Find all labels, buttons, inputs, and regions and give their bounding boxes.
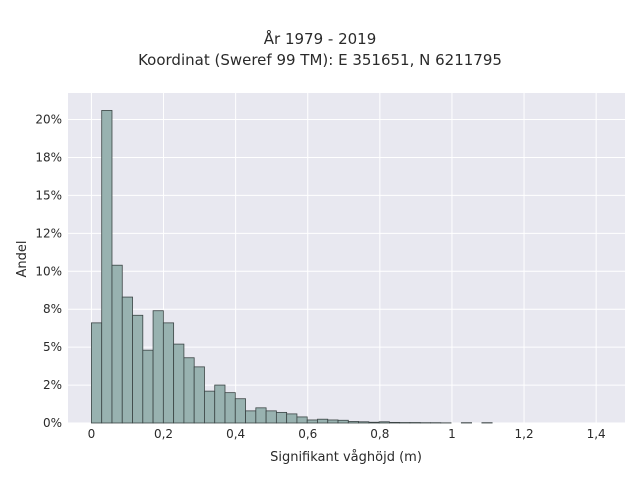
y-tick-label: 12%: [35, 226, 62, 240]
histogram-bar: [101, 110, 113, 424]
histogram-bar: [265, 410, 277, 424]
histogram-bar: [234, 398, 246, 424]
histogram-bar: [255, 407, 267, 424]
histogram-bar: [183, 357, 195, 424]
y-tick-label: 2%: [43, 378, 62, 392]
x-tick-label: 1,4: [587, 427, 606, 441]
x-tick-label: 1: [448, 427, 456, 441]
histogram-bar: [121, 296, 133, 424]
y-axis-label: Andel: [15, 241, 30, 278]
x-tick-label: 0,2: [154, 427, 173, 441]
chart-title: År 1979 - 2019: [263, 30, 377, 48]
x-tick-label: 0,6: [298, 427, 317, 441]
histogram-bar: [91, 322, 103, 424]
histogram-bar: [358, 421, 370, 424]
y-tick-label: 0%: [43, 416, 62, 430]
y-axis-ticks: 0% 2% 5% 8% 10% 12% 15% 18% 20%: [35, 113, 62, 430]
histogram-bar: [337, 419, 349, 424]
bars: [91, 110, 493, 424]
y-tick-label: 18%: [35, 150, 62, 164]
x-axis-label: Signifikant våghöjd (m): [270, 450, 422, 465]
histogram-bar: [389, 421, 401, 424]
histogram-bar: [193, 366, 205, 424]
grid: [68, 93, 625, 424]
x-axis-ticks: 0 0,2 0,4 0,6 0,8 1 1,2 1,4: [88, 427, 606, 441]
histogram-bar: [152, 310, 164, 424]
histogram-bar: [132, 314, 144, 424]
histogram-bar: [204, 390, 216, 424]
histogram-bar: [327, 419, 339, 424]
histogram-bar: [296, 416, 308, 424]
histogram-bar: [347, 421, 359, 424]
y-tick-label: 15%: [35, 188, 62, 202]
histogram-bar: [378, 421, 390, 424]
histogram-bar: [214, 384, 226, 424]
chart-subtitle: Koordinat (Sweref 99 TM): E 351651, N 62…: [138, 51, 502, 69]
histogram-bar: [142, 349, 154, 424]
histogram-bar: [317, 418, 329, 424]
y-tick-label: 20%: [35, 113, 62, 127]
histogram-bar: [275, 411, 288, 424]
histogram-bar: [111, 264, 123, 424]
histogram-bar: [162, 322, 175, 424]
histogram-bar: [245, 410, 257, 424]
histogram-bar: [368, 421, 380, 424]
x-tick-label: 1,2: [515, 427, 534, 441]
x-tick-label: 0,8: [370, 427, 389, 441]
histogram-bar: [173, 343, 185, 424]
histogram-bar: [224, 392, 236, 424]
y-tick-label: 5%: [43, 340, 62, 354]
x-tick-label: 0: [88, 427, 96, 441]
x-tick-label: 0,4: [226, 427, 245, 441]
y-tick-label: 10%: [35, 264, 62, 278]
histogram-bar: [286, 413, 298, 424]
y-tick-label: 8%: [43, 302, 62, 316]
histogram-bar: [306, 419, 318, 424]
